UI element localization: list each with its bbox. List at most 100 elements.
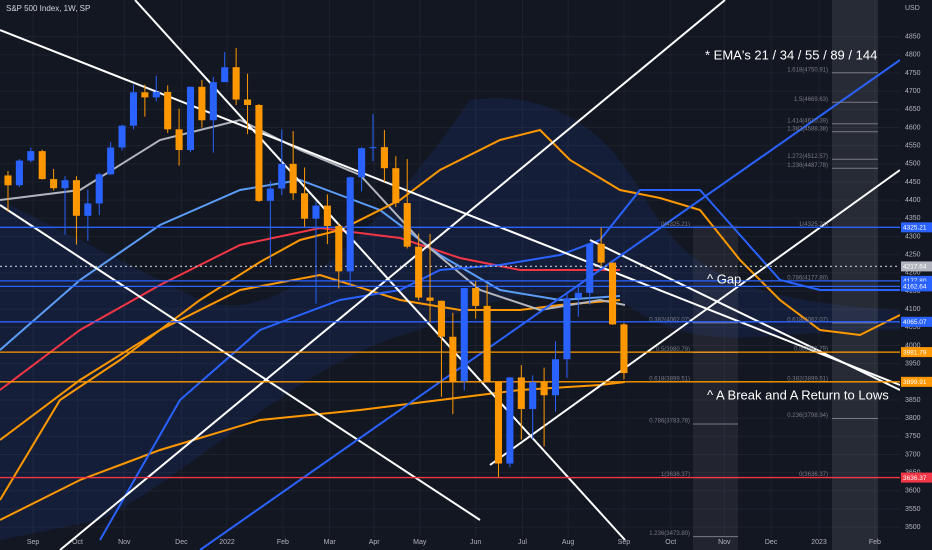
price-levels: 0(4325.21) 0.382(4062.07) 0.5(3980.79) 0.61… — [0, 67, 900, 537]
candle-body — [563, 298, 571, 360]
fib-label: 0.5(3981.79) — [794, 347, 828, 353]
ema-line — [0, 178, 621, 351]
candle-body — [323, 205, 331, 226]
candle-body — [335, 225, 343, 272]
candle-body — [232, 67, 240, 100]
trend-line — [59, 0, 726, 550]
x-tick-label: Feb — [869, 539, 881, 546]
y-tick-label: 4800 — [905, 52, 921, 59]
price-tag-label: 3636.37 — [903, 475, 927, 482]
candle-body — [152, 91, 160, 98]
candle-body — [301, 193, 309, 219]
candle-body — [107, 147, 115, 175]
candle-body — [506, 377, 514, 464]
trend-line — [199, 59, 901, 550]
trend-line — [589, 239, 901, 391]
candle-body — [449, 336, 457, 382]
candle-body — [517, 377, 525, 410]
ema-line — [0, 273, 621, 441]
candle-body — [380, 147, 388, 169]
candle-body — [266, 188, 274, 201]
x-tick-label: Sep — [618, 539, 631, 546]
y-tick-label: 4600 — [905, 124, 921, 131]
candle-body — [4, 175, 12, 186]
x-tick-label: Oct — [665, 539, 676, 546]
y-tick-label: 4250 — [905, 252, 921, 259]
candle-body — [15, 160, 23, 186]
fib-label: 1(4325.21) — [799, 222, 828, 228]
y-tick-label: 3800 — [905, 415, 921, 422]
price-tag — [901, 281, 932, 292]
price-tag-label: 3981.79 — [903, 349, 927, 356]
band-line — [0, 128, 901, 501]
candle-body — [72, 180, 80, 216]
annotation: ^ A Break and A Return to Lows — [707, 387, 889, 402]
candle-body — [312, 205, 320, 219]
y-tick-label: 3700 — [905, 451, 921, 458]
candle-body — [84, 203, 92, 216]
price-tag — [901, 222, 932, 233]
price-tag-label: 4325.21 — [903, 225, 927, 232]
fib-label: 1(3636.37) — [661, 472, 690, 478]
y-tick-label: 4200 — [905, 270, 921, 277]
y-tick-label: 4100 — [905, 306, 921, 313]
annotation: * EMA's 21 / 34 / 55 / 89 / 144 — [705, 47, 877, 62]
y-tick-label: 4450 — [905, 179, 921, 186]
y-tick-label: 4850 — [905, 34, 921, 41]
candle-body — [38, 151, 46, 180]
x-tick-label: Jun — [470, 539, 481, 546]
y-tick-label: 4350 — [905, 215, 921, 222]
x-tick-label: Sep — [27, 539, 40, 546]
price-tag-label: 4217.64 — [903, 264, 927, 271]
candle-body — [141, 92, 149, 98]
candle-body — [50, 179, 58, 189]
y-tick-label: 3850 — [905, 397, 921, 404]
candle-body — [472, 288, 480, 306]
y-tick-label: 4300 — [905, 233, 921, 240]
decorations — [0, 0, 901, 550]
annotation: ^ Gap — [707, 271, 741, 286]
candle-body — [437, 300, 445, 337]
candle-body — [586, 243, 594, 293]
y-tick-label: 3500 — [905, 524, 921, 531]
candle-body — [392, 168, 400, 204]
candle-body — [551, 359, 560, 396]
candle-body — [243, 99, 252, 105]
y-tick-label: 3550 — [905, 506, 921, 513]
fib-label: 1.382(4588.38) — [787, 126, 828, 132]
y-tick-label: 4400 — [905, 197, 921, 204]
fib-label: 0.382(3899.51) — [787, 377, 828, 383]
candle-body — [620, 324, 628, 374]
price-tag — [901, 376, 932, 387]
y-tick-label: 4650 — [905, 106, 921, 113]
fib-label: 1.236(4487.78) — [787, 163, 828, 169]
candle-body — [255, 104, 263, 201]
fib-zone — [832, 0, 878, 550]
fib-label: 0(3636.37) — [799, 472, 828, 478]
candle-body — [186, 86, 195, 151]
x-tick-label: May — [413, 539, 427, 546]
x-tick-label: Apr — [369, 539, 381, 546]
candle-body — [529, 382, 537, 410]
candle-body — [346, 177, 354, 272]
candle-body — [494, 381, 503, 464]
candle-body — [540, 382, 548, 396]
candle-body — [574, 292, 582, 299]
candle-body — [460, 288, 468, 382]
trend-line — [489, 169, 901, 466]
y-tick-label: 4000 — [905, 342, 921, 349]
x-tick-label: Dec — [765, 539, 778, 546]
chart-title: S&P 500 Index, 1W, SP — [6, 4, 90, 13]
y-tick-label: 4750 — [905, 70, 921, 77]
price-tag — [901, 347, 932, 358]
price-tag — [901, 472, 932, 483]
candle-body — [289, 163, 297, 194]
y-tick-label: 3950 — [905, 360, 921, 367]
candle-body — [483, 305, 491, 382]
fib-label: 1.5(4669.63) — [794, 97, 828, 103]
y-tick-label: 4050 — [905, 324, 921, 331]
fib-label: 1.236(3473.80) — [649, 531, 690, 537]
candle-body — [597, 243, 605, 263]
x-tick-label: Nov — [718, 539, 731, 546]
